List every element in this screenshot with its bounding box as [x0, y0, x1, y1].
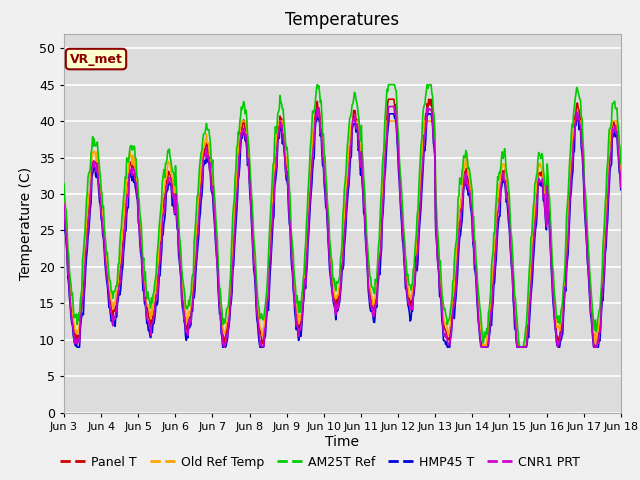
- Y-axis label: Temperature (C): Temperature (C): [19, 167, 33, 280]
- Title: Temperatures: Temperatures: [285, 11, 399, 29]
- Legend: Panel T, Old Ref Temp, AM25T Ref, HMP45 T, CNR1 PRT: Panel T, Old Ref Temp, AM25T Ref, HMP45 …: [55, 451, 585, 474]
- X-axis label: Time: Time: [325, 434, 360, 449]
- Text: VR_met: VR_met: [70, 53, 122, 66]
